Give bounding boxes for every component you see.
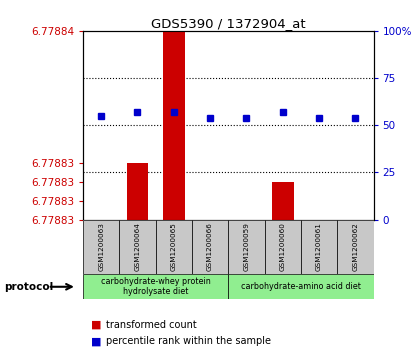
- Text: GSM1200061: GSM1200061: [316, 223, 322, 271]
- Bar: [120, 220, 156, 274]
- Bar: [156, 220, 192, 274]
- Bar: [228, 220, 265, 274]
- Bar: [308, 220, 330, 295]
- Bar: [265, 220, 301, 274]
- Bar: [337, 220, 374, 274]
- Bar: [301, 220, 337, 274]
- Text: GSM1200063: GSM1200063: [98, 223, 104, 271]
- Text: GSM1200064: GSM1200064: [134, 223, 140, 271]
- Text: transformed count: transformed count: [106, 320, 197, 330]
- Title: GDS5390 / 1372904_at: GDS5390 / 1372904_at: [151, 17, 305, 30]
- Text: GSM1200060: GSM1200060: [280, 223, 286, 271]
- Text: GSM1200059: GSM1200059: [244, 223, 249, 271]
- Text: GSM1200062: GSM1200062: [352, 223, 358, 271]
- Bar: [272, 182, 294, 220]
- Bar: [127, 163, 149, 220]
- Text: carbohydrate-amino acid diet: carbohydrate-amino acid diet: [241, 282, 361, 291]
- Bar: [236, 220, 257, 238]
- Text: protocol: protocol: [4, 282, 54, 292]
- Text: GSM1200066: GSM1200066: [207, 223, 213, 271]
- Text: carbohydrate-whey protein
hydrolysate diet: carbohydrate-whey protein hydrolysate di…: [101, 277, 210, 297]
- Bar: [163, 31, 185, 220]
- Bar: [83, 274, 228, 299]
- Bar: [83, 220, 120, 274]
- Bar: [199, 220, 221, 295]
- Text: ■: ■: [91, 336, 102, 346]
- Bar: [344, 220, 366, 314]
- Bar: [90, 220, 112, 238]
- Text: GSM1200065: GSM1200065: [171, 223, 177, 271]
- Bar: [192, 220, 228, 274]
- Text: ■: ■: [91, 320, 102, 330]
- Bar: [228, 274, 374, 299]
- Text: percentile rank within the sample: percentile rank within the sample: [106, 336, 271, 346]
